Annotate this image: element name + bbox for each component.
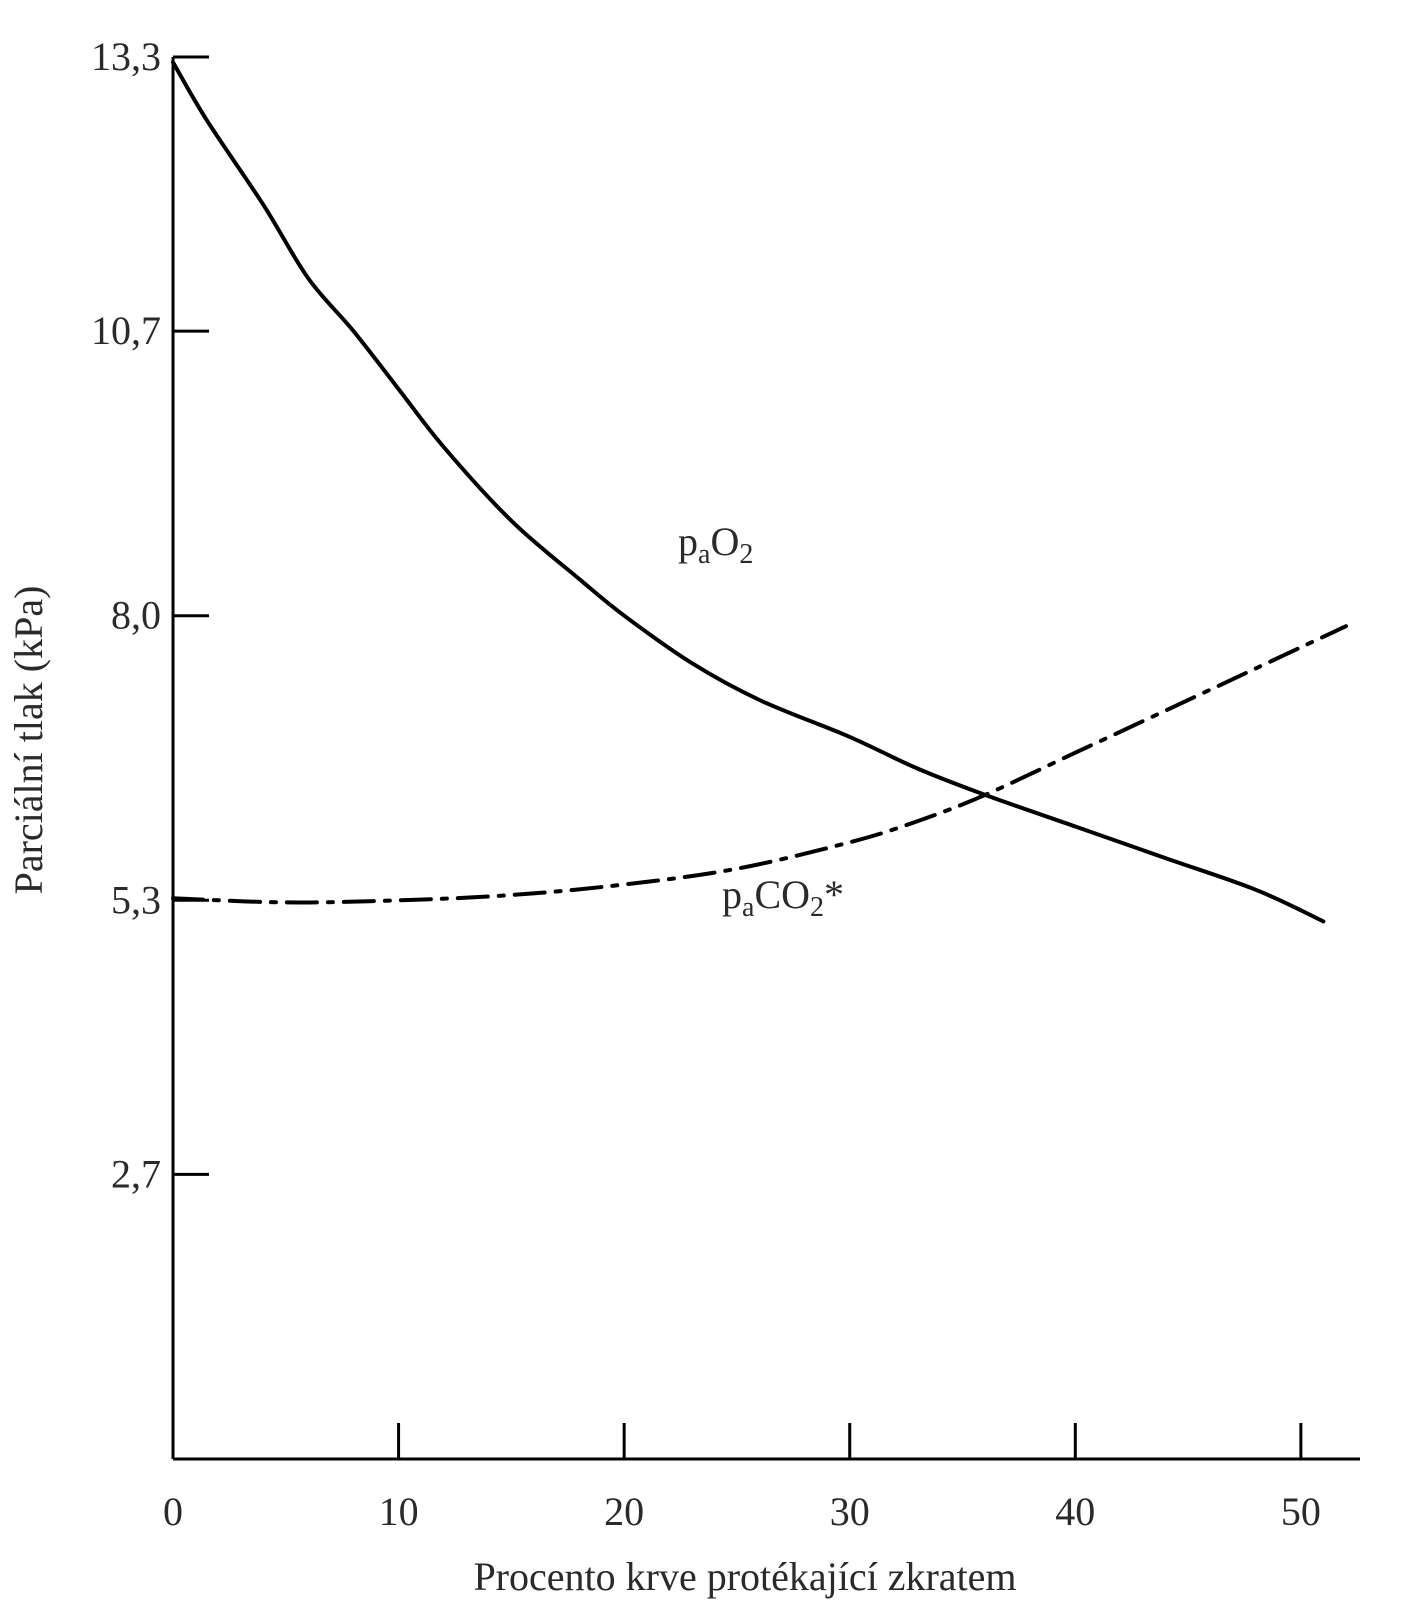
y-tick-label: 13,3	[91, 34, 161, 79]
series-label-paco2: paCO2*	[722, 872, 844, 923]
series-lines	[171, 60, 1348, 924]
y-tick-label: 8,0	[111, 593, 161, 638]
y-axis-title: Parciální tlak (kPa)	[6, 586, 51, 895]
ticks	[173, 55, 1303, 1459]
x-tick-label: 10	[379, 1489, 419, 1534]
x-tick-label: 30	[830, 1489, 870, 1534]
series-line-paco2	[171, 624, 1348, 905]
x-tick-label: 50	[1281, 1489, 1321, 1534]
x-tick-label: 20	[604, 1489, 644, 1534]
series-label-pao2: paO2	[678, 519, 753, 570]
series-line-pao2	[171, 60, 1326, 924]
x-axis-title: Procento krve protékající zkratem	[473, 1554, 1016, 1599]
x-tick-label: 0	[163, 1489, 183, 1534]
y-tick-label: 10,7	[91, 308, 161, 353]
axes	[171, 57, 1360, 1461]
y-tick-label: 5,3	[111, 877, 161, 922]
tick-labels: 2,7 5,3 8,0 10,7 13,3 0 10 20 30 40 50	[91, 34, 1321, 1534]
y-tick-label: 2,7	[111, 1151, 161, 1196]
x-tick-label: 40	[1055, 1489, 1095, 1534]
